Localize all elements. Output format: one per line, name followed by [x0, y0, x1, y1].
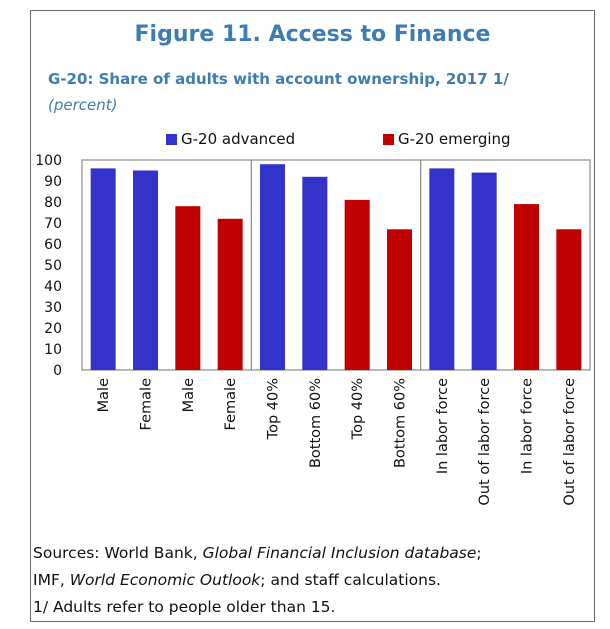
bar-9	[429, 168, 455, 370]
y-tick-label: 100	[35, 153, 62, 169]
sources-mid: ;	[476, 544, 482, 562]
figure-subtitle: G-20: Share of adults with account owner…	[48, 70, 509, 88]
sources-prefix: Sources: World Bank,	[33, 544, 203, 562]
y-tick-label: 90	[44, 174, 62, 190]
sources-line2-prefix: IMF,	[33, 571, 70, 589]
bar-8	[387, 229, 412, 370]
plot-area-border	[81, 159, 591, 371]
y-tick-label: 40	[44, 279, 62, 295]
y-tick-label: 20	[44, 321, 62, 337]
y-tick-label: 0	[53, 363, 62, 379]
bar-4	[217, 218, 243, 370]
bar-1	[90, 168, 116, 370]
sources-line-2: IMF, World Economic Outlook; and staff c…	[33, 567, 589, 594]
figure-title: Figure 11. Access to Finance	[134, 22, 491, 47]
x-tick-label: Bottom 60%	[393, 378, 409, 468]
x-tick-label: Male	[96, 378, 112, 412]
bar-11	[514, 204, 539, 370]
bar-2	[133, 170, 158, 370]
legend-advanced-label: G-20 advanced	[181, 130, 296, 148]
y-tick-label: 60	[44, 237, 62, 253]
legend-advanced: G-20 advanced	[166, 130, 295, 148]
legend-emerging-swatch	[383, 133, 394, 145]
x-tick-label: Top 40%	[266, 378, 282, 440]
x-tick-label: Out of labor force	[562, 378, 578, 506]
x-tick-label: Bottom 60%	[308, 378, 324, 468]
legend-emerging: G-20 emerging	[383, 130, 511, 148]
sources-italic-2: World Economic Outlook	[69, 571, 261, 589]
y-tick-label: 10	[44, 342, 62, 358]
bar-12	[556, 229, 582, 370]
legend-advanced-swatch	[166, 133, 177, 145]
x-tick-label: Female	[223, 378, 239, 431]
sources-line-1: Sources: World Bank, Global Financial In…	[33, 540, 589, 567]
figure-frame	[30, 10, 595, 622]
x-tick-label: Out of labor force	[477, 378, 493, 506]
bar-6	[302, 176, 328, 370]
bar-10	[471, 172, 497, 370]
x-tick-label: In labor force	[435, 378, 451, 474]
y-tick-label: 30	[44, 300, 62, 316]
bar-3	[175, 206, 201, 370]
notes: Sources: World Bank, Global Financial In…	[33, 540, 589, 621]
footnote: 1/ Adults refer to people older than 15.	[33, 598, 336, 616]
units-label: (percent)	[48, 96, 118, 114]
bar-7	[344, 199, 370, 370]
x-tick-label: Female	[139, 378, 155, 431]
y-tick-label: 80	[44, 195, 62, 211]
x-tick-label: Male	[181, 378, 197, 412]
x-tick-label: In labor force	[520, 378, 536, 474]
sources-italic-1: Global Financial Inclusion database	[202, 544, 477, 562]
y-tick-label: 50	[44, 258, 62, 274]
x-tick-label: Top 40%	[350, 378, 366, 440]
y-tick-label: 70	[44, 216, 62, 232]
sources-line2-suffix: ; and staff calculations.	[260, 571, 441, 589]
legend-emerging-label: G-20 emerging	[398, 130, 511, 148]
bar-5	[260, 164, 285, 370]
